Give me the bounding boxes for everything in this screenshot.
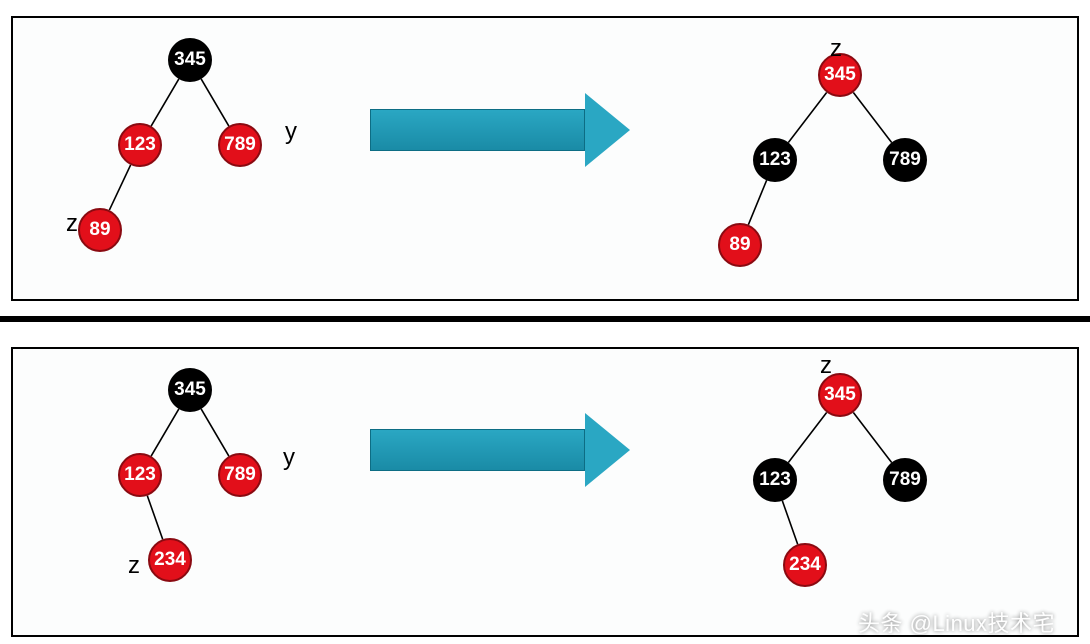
tree-node-label: 345: [824, 384, 856, 406]
tree-node: 123: [753, 458, 797, 502]
tree-node-label: 789: [224, 464, 256, 486]
tree-node-label: 789: [889, 469, 921, 491]
tree-node-label: 123: [124, 464, 156, 486]
tree-node: 123: [118, 453, 162, 497]
node-annotation-label: z: [820, 352, 832, 380]
tree-node: 789: [883, 458, 927, 502]
tree-node: 789: [218, 123, 262, 167]
tree-node-label: 123: [124, 134, 156, 156]
tree-node-label: 234: [154, 549, 186, 571]
horizontal-divider: [0, 316, 1090, 322]
tree-node-label: 345: [174, 49, 206, 71]
tree-node: 234: [783, 543, 827, 587]
arrow-head-icon: [585, 93, 630, 167]
arrow-shaft: [370, 429, 585, 471]
watermark-text: 头条 @Linux技术宅: [858, 606, 1055, 638]
tree-node-label: 789: [889, 149, 921, 171]
transform-arrow-bottom: [370, 413, 630, 487]
tree-node: 89: [718, 223, 762, 267]
tree-node: 345: [168, 368, 212, 412]
node-annotation-label: y: [285, 118, 297, 146]
arrow-head-icon: [585, 413, 630, 487]
tree-node-label: 89: [89, 219, 110, 241]
tree-node-label: 234: [789, 554, 821, 576]
tree-node-label: 789: [224, 134, 256, 156]
tree-node-label: 345: [174, 379, 206, 401]
arrow-shaft: [370, 109, 585, 151]
node-annotation-label: y: [283, 444, 295, 472]
node-annotation-label: z: [66, 210, 78, 238]
tree-node: 234: [148, 538, 192, 582]
node-annotation-label: z: [128, 552, 140, 580]
diagram-canvas: 34512378989yz34512378989z345123789234yz3…: [0, 0, 1090, 644]
tree-node: 123: [753, 138, 797, 182]
tree-node-label: 345: [824, 64, 856, 86]
tree-node: 123: [118, 123, 162, 167]
tree-node: 89: [78, 208, 122, 252]
node-annotation-label: z: [830, 35, 842, 63]
tree-node: 789: [883, 138, 927, 182]
tree-node-label: 89: [729, 234, 750, 256]
tree-node-label: 123: [759, 149, 791, 171]
tree-node: 789: [218, 453, 262, 497]
tree-node: 345: [168, 38, 212, 82]
transform-arrow-top: [370, 93, 630, 167]
tree-node-label: 123: [759, 469, 791, 491]
